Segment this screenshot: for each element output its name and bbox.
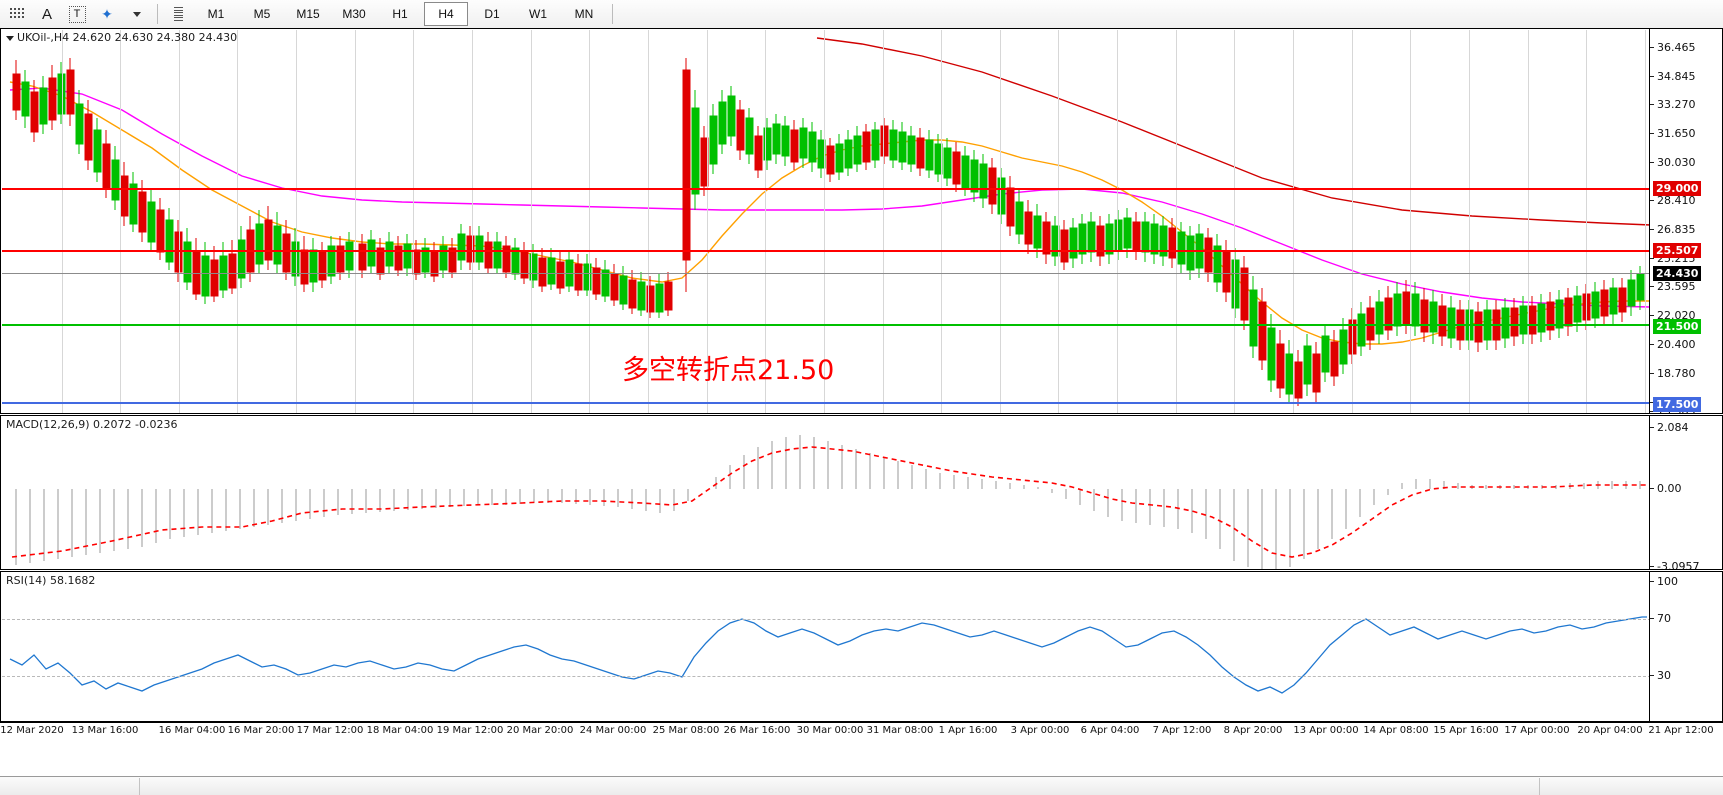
price-line-29000[interactable]: [2, 188, 1651, 190]
status-bar: [0, 776, 1723, 795]
grid-icon-glyph: [10, 7, 24, 21]
ma-magenta-line: [9, 87, 1651, 308]
toolbar: A T ✦ M1 M5 M15 M30 H1 H4 D1 W1 MN: [0, 0, 1723, 29]
price-line-25507[interactable]: [2, 250, 1651, 252]
macd-signal-line: [11, 446, 1647, 558]
price-tag-21500: 21.500: [1653, 319, 1702, 334]
time-label: 31 Mar 08:00: [866, 725, 934, 736]
time-label: 15 Apr 16:00: [1433, 725, 1499, 736]
time-axis[interactable]: 12 Mar 2020 13 Mar 16:00 16 Mar 04:00 16…: [0, 722, 1723, 738]
price-tag-25507: 25.507: [1653, 243, 1702, 258]
candlestick-series: [9, 37, 1651, 406]
time-label: 13 Apr 00:00: [1293, 725, 1359, 736]
candle-group-3: [682, 58, 1015, 292]
time-label: 20 Mar 20:00: [506, 725, 574, 736]
time-label: 19 Mar 12:00: [436, 725, 504, 736]
macd-series: [11, 435, 1647, 569]
time-label: 16 Mar 04:00: [158, 725, 226, 736]
macd-axis[interactable]: 2.084 0.00 -3.0957: [1649, 416, 1722, 569]
timeframe-m1[interactable]: M1: [207, 7, 225, 21]
price-line-17500[interactable]: [2, 402, 1651, 404]
toolbar-separator-1: [157, 4, 158, 24]
price-tag-29000: 29.000: [1653, 181, 1702, 196]
toolbar-separator-2: [612, 4, 613, 24]
time-label: 21 Apr 12:00: [1648, 725, 1714, 736]
time-label: 3 Apr 00:00: [1010, 725, 1070, 736]
rsi-axis[interactable]: 100 70 30: [1649, 572, 1722, 721]
price-tag-17500: 17.500: [1653, 397, 1702, 412]
time-label: 8 Apr 20:00: [1223, 725, 1283, 736]
rsi-level-30: [2, 676, 1651, 677]
price-pane-label: UKOil-,H4 24.620 24.630 24.380 24.430: [6, 31, 237, 44]
candle-group-4: [1015, 190, 1339, 406]
time-label: 17 Apr 00:00: [1504, 725, 1570, 736]
time-label: 20 Apr 04:00: [1577, 725, 1643, 736]
rsi-line: [9, 616, 1647, 694]
time-label: 7 Apr 12:00: [1152, 725, 1212, 736]
macd-pane[interactable]: MACD(12,26,9) 0.2072 -0.0236: [0, 415, 1723, 570]
time-label: 1 Apr 16:00: [938, 725, 998, 736]
timeframe-list-icon[interactable]: [164, 1, 192, 27]
time-label: 17 Mar 12:00: [296, 725, 364, 736]
drawing-tools-icon[interactable]: ✦: [101, 5, 113, 22]
rsi-label: RSI(14) 58.1682: [6, 574, 96, 587]
grid-crosshair-icon[interactable]: [3, 1, 31, 27]
time-label: 14 Apr 08:00: [1363, 725, 1429, 736]
price-plot: 多空转折点21.50: [2, 30, 1651, 413]
price-tag-24430: 24.430: [1653, 266, 1702, 281]
time-label: 26 Mar 16:00: [723, 725, 791, 736]
timeframe-m30[interactable]: M30: [342, 7, 366, 21]
timeframe-h4[interactable]: H4: [424, 2, 468, 26]
rsi-plot: [2, 573, 1651, 721]
timeframe-mn[interactable]: MN: [574, 7, 594, 21]
timeframe-d1[interactable]: D1: [484, 7, 500, 21]
price-axis[interactable]: 36.465 34.845 33.270 31.650 30.030 28.41…: [1649, 29, 1722, 413]
text-box-icon[interactable]: T: [63, 1, 91, 27]
time-label: 13 Mar 16:00: [71, 725, 139, 736]
time-label: 25 Mar 08:00: [652, 725, 720, 736]
time-label: 16 Mar 20:00: [227, 725, 295, 736]
time-label: 30 Mar 00:00: [796, 725, 864, 736]
status-cell-1: [0, 777, 140, 795]
timeframe-h1[interactable]: H1: [392, 7, 408, 21]
rsi-series: [9, 616, 1647, 694]
timeframe-m5[interactable]: M5: [253, 7, 271, 21]
time-label: 24 Mar 00:00: [579, 725, 647, 736]
macd-label: MACD(12,26,9) 0.2072 -0.0236: [6, 418, 178, 431]
time-label: 6 Apr 04:00: [1080, 725, 1140, 736]
candle-group-1: [12, 58, 354, 304]
timeframe-w1[interactable]: W1: [529, 7, 547, 21]
rsi-level-70: [2, 619, 1651, 620]
status-cell-3: [1540, 778, 1723, 795]
chart-area: UKOil-,H4 24.620 24.630 24.380 24.430: [0, 28, 1723, 795]
macd-plot: [2, 417, 1651, 569]
time-label: 12 Mar 2020: [0, 725, 64, 736]
timeframe-m15[interactable]: M15: [296, 7, 320, 21]
chart-annotation: 多空转折点21.50: [622, 355, 835, 386]
price-line-24430[interactable]: [2, 273, 1651, 274]
status-cell-2: [140, 777, 1540, 795]
dropdown-caret-icon[interactable]: [123, 1, 151, 27]
collapse-triangle-icon[interactable]: [6, 35, 14, 41]
price-pane[interactable]: UKOil-,H4 24.620 24.630 24.380 24.430: [0, 28, 1723, 414]
price-line-21500[interactable]: [2, 324, 1651, 326]
rsi-pane[interactable]: RSI(14) 58.1682 100 70 30: [0, 571, 1723, 722]
time-label: 18 Mar 04:00: [366, 725, 434, 736]
ma-red-line: [816, 37, 1651, 226]
candle-group-2: [358, 224, 673, 318]
text-label-icon[interactable]: A: [41, 5, 52, 23]
